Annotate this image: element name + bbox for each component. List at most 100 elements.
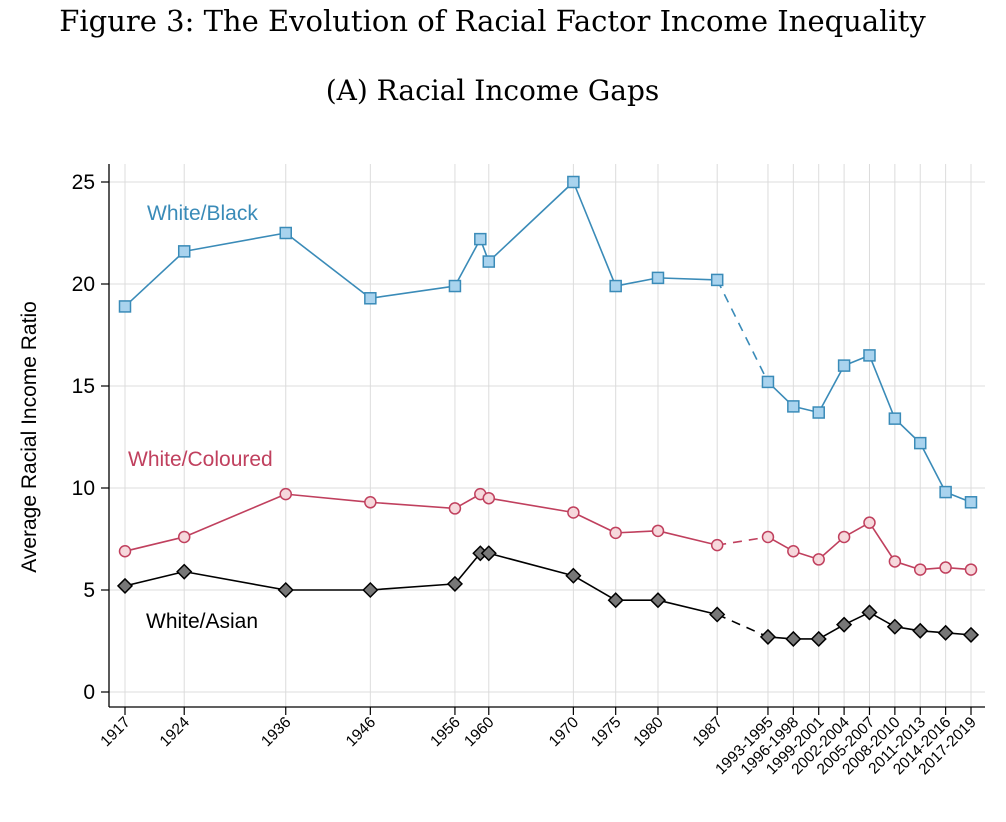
white-black-line-segment [716, 279, 769, 383]
white-coloured-point [939, 561, 952, 574]
white-asian-line-segment [716, 613, 769, 638]
white-coloured-line-segment [285, 493, 371, 504]
white-coloured-line-segment [573, 511, 617, 534]
x-tick-label: 1946 [343, 714, 379, 750]
white-black-line-segment [370, 285, 456, 300]
white-black-point [567, 175, 580, 189]
white-coloured-point [888, 555, 902, 568]
white-asian-point [759, 628, 777, 645]
white-asian-point [962, 626, 980, 643]
white-black-line-segment [818, 365, 845, 413]
white-asian-line-segment [370, 583, 455, 591]
white-coloured-line-segment [488, 497, 574, 514]
white-asian-point [116, 577, 134, 594]
white-coloured-point [448, 502, 462, 515]
white-black-label: White/Black [147, 202, 258, 225]
x-tick-label: 1960 [461, 714, 498, 751]
y-tick-label: 0 [83, 681, 95, 704]
white-black-point [364, 292, 377, 305]
white-coloured-line-segment [124, 536, 185, 553]
grid-lines [109, 164, 985, 707]
series-labels: White/Black White/Coloured White/Asian [128, 202, 273, 633]
x-tick-label: 1956 [427, 714, 463, 750]
white-asian-point [480, 545, 497, 562]
white-asian-line-segment [184, 570, 286, 591]
white-coloured-point [651, 524, 665, 538]
white-coloured-point [609, 526, 622, 540]
white-black-point [837, 359, 851, 372]
white-black-point [118, 300, 132, 313]
white-coloured-line-segment [615, 530, 659, 534]
white-black-point [787, 400, 800, 413]
white-black-line-segment [657, 277, 718, 281]
white-black-line-segment [285, 232, 371, 299]
x-tick-label: 1936 [258, 714, 294, 750]
white-coloured-line-segment [183, 493, 287, 538]
white-asian-point [861, 604, 878, 621]
white-coloured-line-segment [657, 530, 718, 546]
white-coloured-point [177, 530, 191, 544]
white-coloured-line-segment [370, 501, 455, 510]
white-black-line-segment [615, 277, 659, 287]
white-black-line-segment [184, 232, 286, 253]
white-asian-line-segment [454, 552, 481, 585]
x-tick-label: 1980 [630, 714, 667, 751]
white-coloured-point [710, 538, 724, 552]
white-asian-point [362, 581, 379, 599]
white-coloured-point [863, 516, 876, 529]
white-black-point [964, 496, 978, 509]
white-coloured-line-segment [717, 536, 769, 546]
x-tick-label: 1975 [588, 714, 624, 750]
white-asian-point [607, 592, 624, 609]
white-black-line-segment [919, 442, 947, 493]
white-black-line-segment [454, 238, 482, 287]
figure-title: Figure 3: The Evolution of Racial Factor… [59, 4, 926, 38]
white-black-point [913, 436, 927, 450]
white-asian-point [446, 575, 464, 592]
white-black-point [761, 375, 775, 389]
white-black-point [474, 232, 487, 246]
white-asian-point [912, 622, 929, 639]
white-coloured-point [567, 506, 580, 519]
white-asian-line-segment [124, 570, 185, 587]
white-asian-point [709, 606, 726, 623]
white-coloured-point [837, 530, 851, 544]
white-black-point [279, 226, 292, 240]
white-asian-line-segment [488, 552, 574, 577]
x-tick-label: 1917 [97, 714, 133, 750]
white-black-point [812, 406, 825, 419]
white-black-point [651, 271, 665, 285]
y-tick-label: 20 [72, 273, 95, 296]
y-tick-label: 5 [83, 579, 95, 602]
white-asian-line-segment [657, 599, 718, 616]
white-coloured-point [279, 487, 292, 501]
white-asian-point [277, 581, 294, 599]
white-coloured-line-segment [868, 522, 896, 562]
white-black-line-segment [488, 181, 574, 263]
white-asian-point [565, 567, 582, 584]
white-coloured-point [812, 553, 825, 566]
white-coloured-point [913, 563, 927, 576]
white-asian-line-segment [572, 575, 617, 601]
white-black-point [177, 245, 191, 258]
white-black-point [448, 279, 462, 293]
x-tick-label: 1987 [690, 714, 726, 750]
white-black-line-segment [124, 250, 185, 308]
x-tick-label: 1924 [157, 714, 194, 751]
y-tick-label: 15 [72, 375, 95, 398]
white-coloured-point [964, 563, 978, 576]
white-black-line-segment [868, 355, 896, 419]
white-coloured-point [364, 496, 377, 509]
white-asian-point [937, 624, 954, 641]
white-black-point [863, 349, 876, 362]
white-asian-point [886, 618, 903, 635]
white-asian-label: White/Asian [146, 610, 258, 633]
white-black-point [939, 485, 952, 499]
white-coloured-point [761, 530, 775, 544]
white-black-point [609, 279, 622, 293]
series-markers [116, 175, 980, 648]
white-coloured-label: White/Coloured [128, 448, 273, 471]
x-tick-label: 1970 [546, 714, 583, 751]
